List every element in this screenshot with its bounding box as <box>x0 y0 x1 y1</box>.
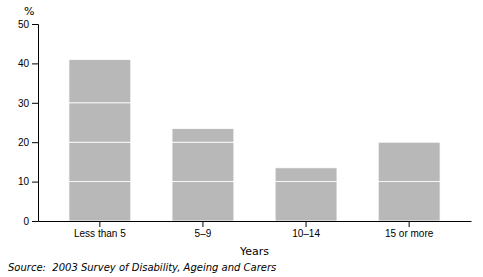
x-axis: Less than 5 5–9 10–14 15 or more <box>39 221 472 239</box>
y-tick-mark <box>32 142 38 143</box>
y-tick: 0 <box>23 216 38 227</box>
bar-segment <box>378 142 440 181</box>
y-tick-mark <box>32 182 38 183</box>
x-tick-label: 10–14 <box>292 228 320 239</box>
y-tick: 30 <box>18 98 38 109</box>
bar-segment <box>69 103 131 142</box>
y-axis-line <box>32 25 39 222</box>
x-tick: 10–14 <box>292 221 320 239</box>
x-tick: 15 or more <box>385 221 434 239</box>
y-tick-label: 50 <box>18 19 30 30</box>
y-tick-label: 10 <box>18 176 30 187</box>
x-tick-mark <box>306 221 307 227</box>
y-label: % <box>24 5 34 18</box>
bar-segment <box>69 59 131 102</box>
y-tick-mark <box>32 63 38 64</box>
x-tick: Less than 5 <box>74 221 126 239</box>
bar-segment <box>69 142 131 181</box>
y-tick: 20 <box>18 137 38 148</box>
y-axis: 0 10 20 30 40 50 <box>18 19 39 227</box>
x-axis-line <box>39 221 472 222</box>
x-tick: 5–9 <box>195 221 212 239</box>
y-tick: 10 <box>18 176 38 187</box>
x-tick-label: Less than 5 <box>74 228 126 239</box>
bars <box>69 59 440 221</box>
x-tick-label: 5–9 <box>195 228 212 239</box>
x-tick-label: 15 or more <box>385 228 434 239</box>
bar-segment <box>275 182 337 221</box>
x-tick-mark <box>99 221 100 227</box>
y-tick-label: 0 <box>23 216 29 227</box>
bar-segment <box>172 182 234 221</box>
x-label: Years <box>239 245 269 258</box>
y-tick-mark <box>32 221 38 222</box>
x-tick-mark <box>409 221 410 227</box>
y-tick-label: 40 <box>18 58 30 69</box>
y-tick-label: 20 <box>18 137 30 148</box>
y-tick-label: 30 <box>18 98 30 109</box>
bar-segment <box>172 142 234 181</box>
bar-segment <box>69 182 131 221</box>
plot: Less than 5 5–9 10–14 15 or more 0 10 20 30 40 50 <box>18 19 472 239</box>
bar-segment <box>275 168 337 182</box>
y-tick-mark <box>32 103 38 104</box>
chart: Less than 5 5–9 10–14 15 or more 0 10 20 30 40 50… <box>0 0 483 277</box>
bar-segment <box>378 182 440 221</box>
y-tick: 40 <box>18 58 38 69</box>
x-tick-mark <box>202 221 203 227</box>
y-tick-mark <box>32 24 38 25</box>
bar-segment <box>172 128 234 142</box>
y-tick: 50 <box>18 19 38 30</box>
source: Source: 2003 Survey of Disability, Agein… <box>8 262 276 273</box>
